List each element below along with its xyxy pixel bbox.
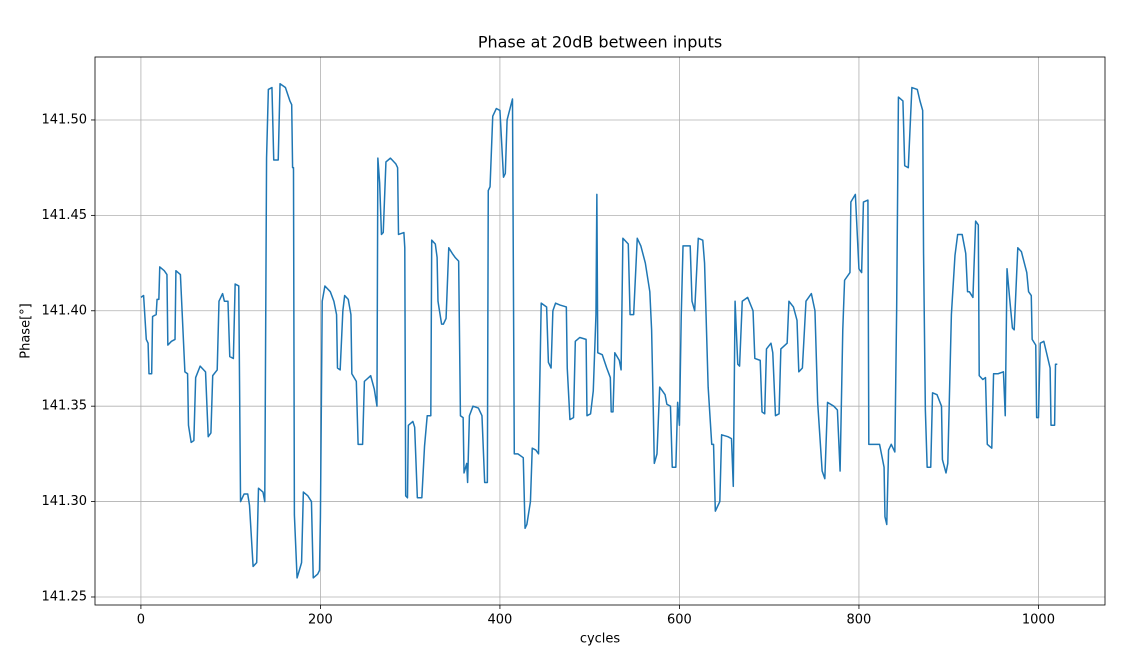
x-tick-label: 600 — [667, 613, 692, 628]
data-line — [140, 82, 1058, 579]
y-tick-label: 141.45 — [42, 208, 88, 223]
x-tick-label: 200 — [308, 613, 333, 628]
y-tick-label: 141.50 — [42, 112, 88, 127]
x-tick-label: 1000 — [1022, 613, 1055, 628]
y-tick-label: 141.40 — [42, 303, 88, 318]
y-tick-label: 141.35 — [42, 399, 88, 414]
y-tick-label: 141.30 — [42, 494, 88, 509]
x-tick-label: 0 — [137, 613, 145, 628]
axes-frame — [94, 56, 1106, 606]
x-tick-label: 800 — [847, 613, 872, 628]
x-tick-label: 400 — [488, 613, 513, 628]
x-axis-label: cycles — [580, 632, 621, 647]
y-axis-label: Phase[°] — [19, 303, 34, 358]
y-tick-label: 141.25 — [42, 589, 88, 604]
chart-title: Phase at 20dB between inputs — [478, 33, 722, 52]
